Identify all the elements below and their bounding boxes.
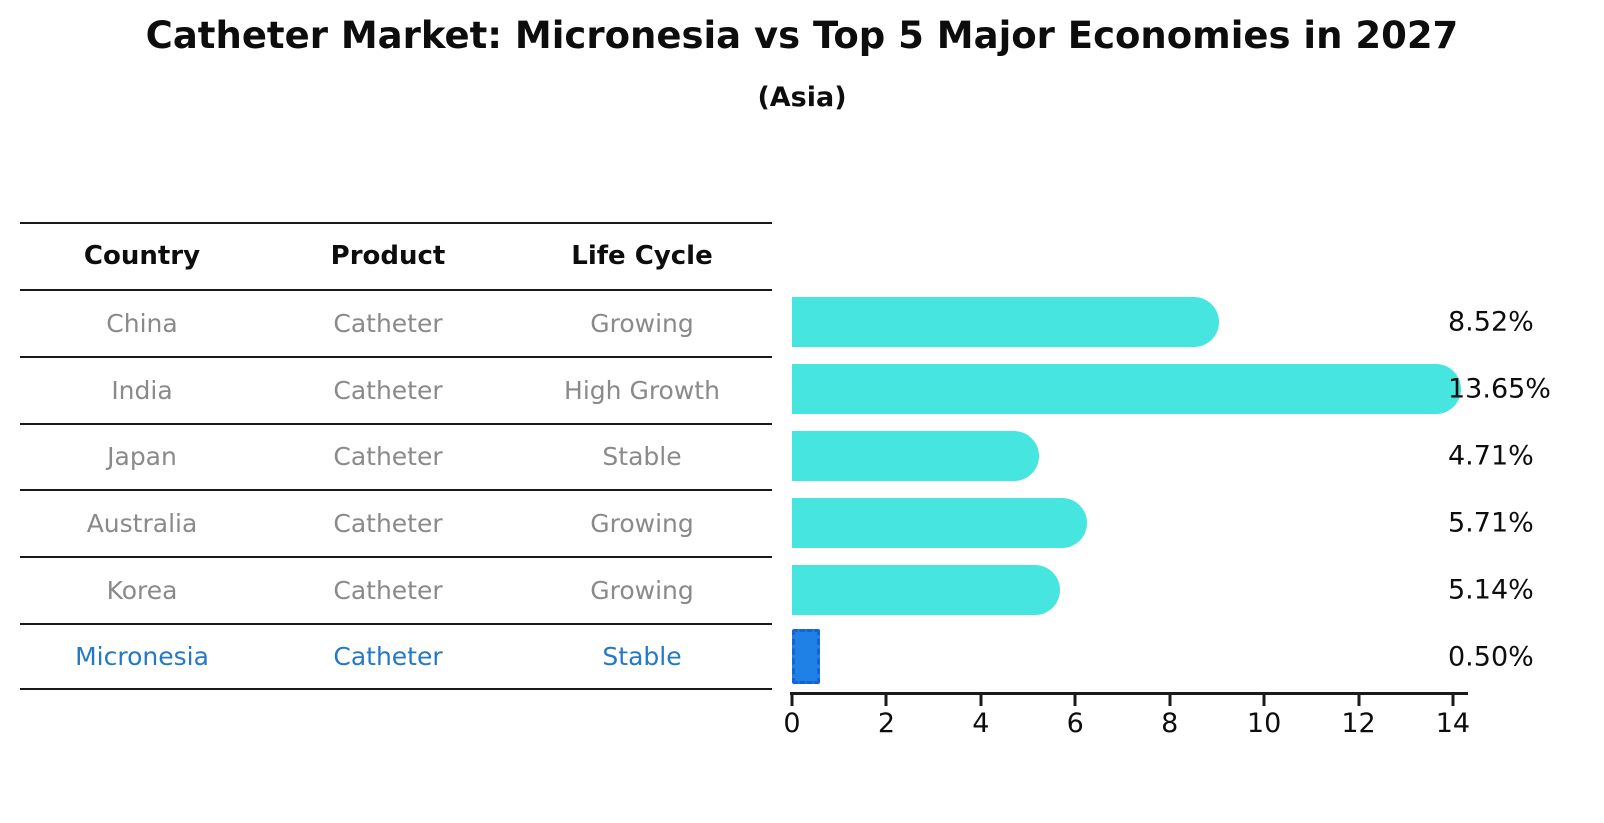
x-axis-tick-label: 10: [1246, 708, 1282, 739]
table-row: China Catheter Growing: [20, 288, 772, 356]
table-cell-product: Catheter: [333, 509, 443, 539]
table-cell-country: Micronesia: [75, 641, 209, 671]
table-row: Japan Catheter Stable: [20, 422, 772, 490]
table-row: Australia Catheter Growing: [20, 489, 772, 556]
x-axis-tick: [1168, 695, 1172, 706]
table-cell-life-cycle: Growing: [590, 308, 694, 338]
x-axis-tick-label: 4: [972, 708, 990, 739]
bar-value-label: 5.71%: [1448, 507, 1534, 539]
bar-china: [792, 297, 1220, 348]
x-axis-tick-label: 12: [1341, 708, 1376, 739]
table-cell-product: Catheter: [333, 641, 443, 671]
x-axis-tick-label: 2: [877, 708, 895, 739]
x-axis-tick: [979, 695, 983, 706]
table-cell-country: China: [106, 308, 178, 338]
table-cell-life-cycle: Stable: [602, 641, 682, 671]
x-axis-tick-label: 8: [1161, 708, 1179, 739]
bar-highlight-micronesia: [792, 629, 820, 685]
bar-value-label: 0.50%: [1448, 641, 1534, 673]
table-cell-country: Korea: [106, 576, 178, 606]
bar-value-label: 13.65%: [1448, 373, 1551, 405]
table-cell-life-cycle: High Growth: [564, 375, 720, 405]
chart-subtitle: (Asia): [757, 82, 847, 113]
chart-title: Catheter Market: Micronesia vs Top 5 Maj…: [145, 14, 1459, 57]
x-axis-tick: [1262, 695, 1266, 706]
table-row: Micronesia Catheter Stable: [20, 623, 772, 690]
data-table: Country Product Life Cycle China Catheter Gro…: [20, 222, 772, 690]
table-row: Korea Catheter Growing: [20, 556, 772, 623]
bar-india: [792, 364, 1462, 415]
table-cell-header-product: Product: [330, 241, 446, 272]
table-cell-country: India: [111, 375, 173, 405]
table-cell-life-cycle: Growing: [590, 576, 694, 606]
x-axis-tick-label: 14: [1435, 708, 1471, 739]
x-axis-tick-label: 0: [783, 708, 801, 739]
table-cell-header-life-cycle: Life Cycle: [571, 241, 713, 272]
table-cell-life-cycle: Stable: [602, 442, 682, 472]
bar-value-label: 5.14%: [1448, 574, 1534, 606]
table-row: India Catheter High Growth: [20, 355, 772, 423]
table-cell-product: Catheter: [333, 308, 443, 338]
bar-japan: [792, 430, 1040, 481]
x-axis-tick: [790, 695, 794, 706]
bar-value-label: 4.71%: [1448, 440, 1534, 472]
x-axis-tick: [1073, 695, 1077, 706]
x-axis-line: [790, 692, 1468, 695]
x-axis-tick: [1357, 695, 1361, 706]
table-cell-country: Australia: [86, 509, 198, 539]
bar-value-label: 8.52%: [1448, 306, 1534, 338]
table-cell-country: Japan: [107, 442, 177, 472]
table-header-row: Country Product Life Cycle: [20, 222, 772, 289]
x-axis-tick: [884, 695, 888, 706]
table-cell-product: Catheter: [333, 442, 443, 472]
bar-korea: [792, 564, 1060, 615]
table-cell-product: Catheter: [333, 375, 443, 405]
x-axis-tick-label: 6: [1066, 708, 1084, 739]
table-cell-life-cycle: Growing: [590, 509, 694, 539]
x-axis-tick: [1451, 695, 1455, 706]
table-cell-header-country: Country: [83, 241, 201, 272]
table-cell-product: Catheter: [333, 576, 443, 606]
bar-australia: [792, 497, 1087, 548]
